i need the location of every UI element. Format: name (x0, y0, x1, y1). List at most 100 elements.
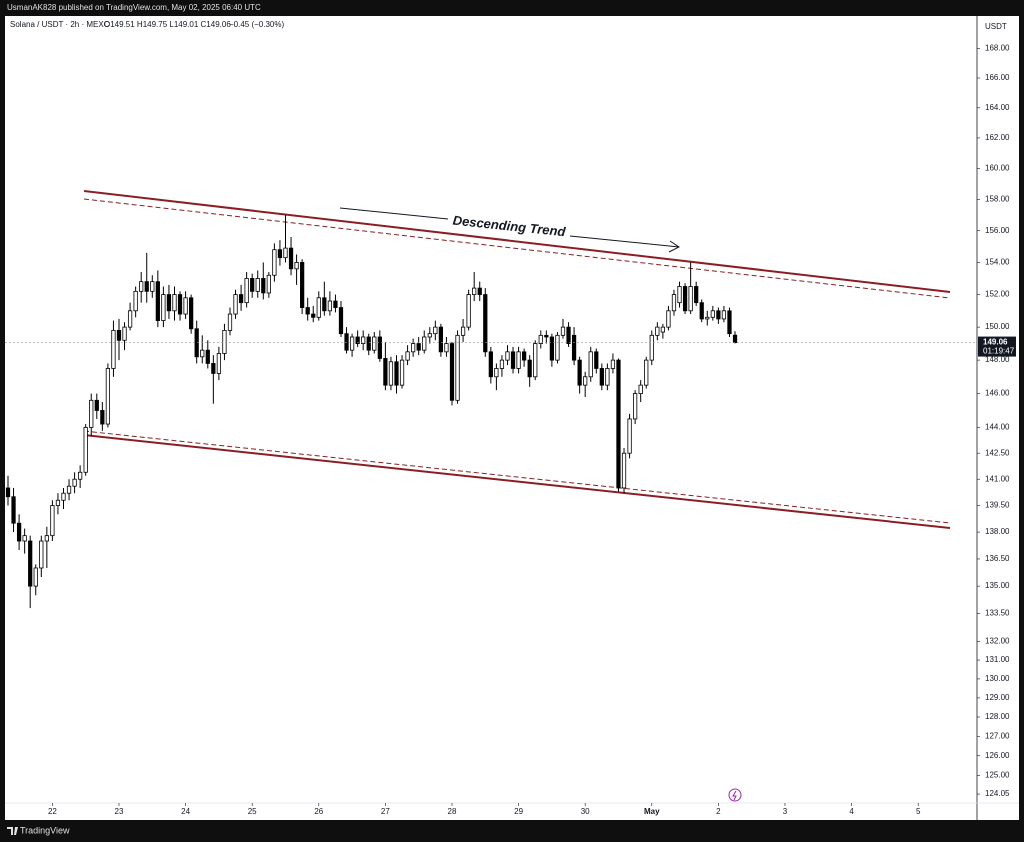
candle-body (127, 310, 133, 328)
y-tick-label: 125.00 (985, 770, 1010, 779)
candle-body (33, 567, 38, 587)
candle-body (233, 294, 238, 315)
candle-body (566, 326, 571, 344)
y-tick-label: 132.00 (985, 636, 1010, 645)
y-tick-label: 131.00 (985, 655, 1010, 664)
candle-body (55, 499, 61, 506)
y-tick-label: 146.00 (985, 389, 1010, 398)
candle-body (272, 249, 277, 276)
candle-body (50, 505, 55, 537)
last-price-box (978, 336, 1016, 357)
candle-body (83, 427, 88, 473)
y-tick-label: 133.50 (985, 609, 1010, 618)
candle-body (294, 262, 299, 270)
candle-body (538, 334, 543, 344)
candle-body (571, 334, 577, 361)
candle-body (72, 478, 77, 487)
candle-body (244, 278, 249, 304)
chart-area (5, 16, 1019, 820)
candle-body (172, 294, 177, 312)
candle-body (522, 351, 527, 361)
candle-body (499, 359, 505, 369)
x-tick-label: May (644, 807, 660, 816)
y-tick-label: 162.00 (985, 133, 1010, 142)
x-tick-label: 5 (916, 807, 921, 816)
candle-body (466, 294, 471, 328)
candle-body (660, 326, 665, 333)
currency: USDT (985, 22, 1007, 31)
event-icon-bolt (732, 790, 737, 801)
candle-body (39, 540, 44, 569)
candle-body (422, 336, 427, 351)
candle-body (666, 310, 671, 328)
y-tick-label: 136.50 (985, 554, 1010, 563)
candle-body (505, 351, 510, 361)
candle-body (671, 294, 677, 312)
candle-body (322, 297, 327, 312)
candle-body (405, 351, 410, 361)
candle-body (311, 313, 316, 318)
x-tick-label: 22 (48, 807, 57, 816)
candle-body (44, 535, 49, 542)
lower-trendline-dashed (83, 430, 951, 524)
candle-body (483, 294, 488, 353)
lower-trendline (83, 434, 951, 529)
candle-body (200, 349, 205, 358)
y-tick-label: 164.00 (985, 103, 1010, 112)
plot (5, 215, 738, 609)
candle-body (94, 399, 99, 411)
candle-body (327, 300, 333, 312)
x-tick-label: 27 (381, 807, 390, 816)
candle-body (166, 294, 172, 312)
y-tick-label: 166.00 (985, 73, 1010, 82)
candle-body (488, 351, 493, 378)
candle-body (355, 336, 360, 344)
candle-body (510, 351, 516, 369)
y-tick-label: 139.50 (985, 501, 1010, 510)
candle-body (682, 286, 688, 312)
candle-body (677, 286, 682, 304)
candle-body (16, 522, 22, 542)
candle-body (155, 281, 160, 321)
candle-body (583, 376, 588, 386)
y-tick-label: 154.00 (985, 258, 1010, 267)
candle-body (333, 300, 338, 308)
x-tick-label: 4 (849, 807, 854, 816)
candle-body (100, 410, 105, 425)
candle-body (361, 336, 366, 344)
candle-body (427, 333, 432, 338)
y-tick-label: 138.00 (985, 527, 1010, 536)
candle-body (144, 281, 149, 292)
candle-body (189, 297, 194, 330)
y-tick-label: 127.00 (985, 731, 1010, 740)
candle-body (11, 496, 16, 524)
x-tick-label: 24 (181, 807, 190, 816)
candle-body (388, 361, 394, 386)
candle-body (5, 487, 11, 498)
y-tick-label: 126.00 (985, 751, 1010, 760)
candle-body (216, 353, 222, 374)
candle-body (494, 368, 499, 378)
y-tick-label: 135.00 (985, 581, 1010, 590)
event-icon[interactable] (728, 788, 742, 802)
candle-body (305, 307, 310, 315)
x-tick-label: 29 (514, 807, 523, 816)
candle-body (455, 334, 460, 401)
brand-logo (7, 827, 18, 835)
y-tick-label: 124.05 (985, 789, 1010, 798)
candle-body (710, 310, 715, 318)
candle-body (349, 336, 355, 351)
candle-body (638, 384, 643, 394)
last-price: 149.06 (983, 338, 1008, 347)
change: −0.45 (−0.30%) (229, 20, 284, 29)
ohlc: O149.51 H149.75 L149.01 C149.06 (104, 20, 231, 29)
candle-body (644, 359, 649, 386)
candle-body (78, 471, 83, 480)
candle-body (150, 281, 155, 292)
x-tick-label: 30 (581, 807, 590, 816)
candle-body (533, 343, 538, 378)
candle-body (477, 287, 482, 295)
y-tick-label: 158.00 (985, 195, 1010, 204)
candle-body (627, 418, 632, 454)
y-tick-label: 144.00 (985, 423, 1010, 432)
